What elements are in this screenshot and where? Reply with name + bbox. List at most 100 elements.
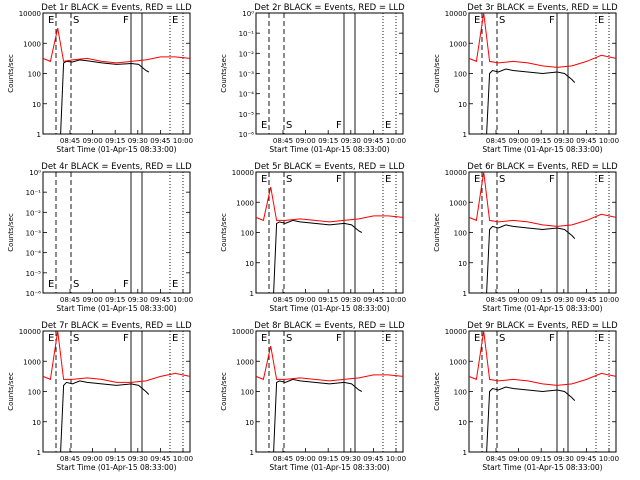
series-line-lld: [255, 345, 404, 382]
x-tick-label: 10:00: [173, 296, 193, 304]
x-tick-label: 09:30: [128, 296, 148, 304]
panel-6: Det 6r BLACK = Events, RED = LLD 1 10 100 10…: [433, 162, 619, 313]
event-marker-label: F: [336, 174, 342, 185]
panel-title: Det 8r BLACK = Events, RED = LLD: [254, 321, 405, 331]
y-tick-label: 10⁻⁴: [26, 250, 42, 258]
plot-frame: [42, 330, 191, 453]
y-tick-label: 10000: [445, 10, 467, 18]
y-tick-label: 100: [28, 389, 41, 397]
x-tick-label: 09:45: [576, 455, 596, 463]
y-tick-label: 10⁰: [29, 169, 41, 177]
event-marker-label: S: [499, 174, 505, 185]
y-tick-label: 10⁻⁶: [239, 131, 255, 139]
event-marker-label: E: [598, 174, 604, 185]
x-tick-label: 09:30: [554, 137, 574, 145]
series-line-lld: [468, 12, 617, 68]
event-marker-label: E: [261, 333, 267, 344]
y-tick-label: 1: [37, 449, 41, 457]
y-tick-label: 100: [241, 389, 254, 397]
event-marker-label: E: [172, 279, 178, 290]
x-tick-label: 09:00: [509, 137, 529, 145]
x-axis-label: Start Time (01-Apr-15 08:33:00): [56, 463, 176, 472]
event-marker-label: E: [172, 333, 178, 344]
event-marker-label: F: [123, 279, 129, 290]
y-tick-label: 10⁻²: [26, 209, 42, 217]
y-tick-label: 10⁻⁴: [239, 91, 255, 99]
series-line-lld: [468, 330, 617, 386]
x-tick-label: 10:00: [599, 455, 619, 463]
y-tick-label: 10⁻⁵: [239, 111, 255, 119]
event-marker-label: E: [385, 333, 391, 344]
x-tick-label: 09:30: [128, 137, 148, 145]
y-tick-label: 1: [250, 290, 254, 298]
x-tick-label: 08:45: [486, 137, 506, 145]
y-axis-label: Counts/sec: [220, 54, 228, 93]
event-marker-label: S: [73, 15, 79, 26]
y-tick-label: 10: [32, 101, 41, 109]
event-marker-label: F: [123, 15, 129, 26]
y-tick-label: 1000: [236, 358, 254, 366]
x-tick-label: 10:00: [173, 137, 193, 145]
x-tick-label: 08:45: [273, 296, 293, 304]
series-line-events: [43, 59, 150, 135]
x-tick-label: 09:30: [554, 455, 574, 463]
event-marker-label: F: [549, 15, 555, 26]
x-tick-label: 09:30: [128, 455, 148, 463]
panel-8: Det 8r BLACK = Events, RED = LLD 1 10 100 10…: [220, 321, 406, 472]
y-tick-label: 10⁻³: [26, 230, 42, 238]
x-tick-label: 09:30: [554, 296, 574, 304]
x-axis-label: Start Time (01-Apr-15 08:33:00): [482, 463, 602, 472]
x-tick-label: 08:45: [60, 137, 80, 145]
series-line-events: [43, 380, 150, 453]
event-marker-label: S: [499, 333, 505, 344]
y-tick-label: 10: [245, 260, 254, 268]
series-line-events: [469, 224, 576, 294]
series-line-lld: [468, 171, 617, 227]
y-tick-label: 1000: [23, 40, 41, 48]
x-tick-label: 09:00: [83, 455, 103, 463]
x-tick-label: 09:45: [576, 296, 596, 304]
y-tick-label: 1: [463, 131, 467, 139]
event-marker-label: F: [549, 333, 555, 344]
x-tick-label: 10:00: [386, 296, 406, 304]
panel-4: Det 4r BLACK = Events, RED = LLD 10⁻⁶ 10⁻⁵…: [7, 162, 193, 313]
y-tick-label: 10000: [19, 10, 41, 18]
x-tick-label: 08:45: [273, 137, 293, 145]
y-tick-label: 10000: [232, 328, 254, 336]
y-tick-label: 100: [28, 71, 41, 79]
panel-title: Det 6r BLACK = Events, RED = LLD: [467, 162, 618, 172]
event-marker-label: E: [598, 15, 604, 26]
y-axis-label: Counts/sec: [220, 213, 228, 252]
y-tick-label: 10000: [232, 169, 254, 177]
y-tick-label: 10: [245, 419, 254, 427]
y-axis-label: Counts/sec: [7, 213, 15, 252]
plot-frame: [255, 12, 404, 135]
event-marker-label: F: [123, 333, 129, 344]
series-line-events: [469, 386, 576, 453]
panel-title: Det 7r BLACK = Events, RED = LLD: [41, 321, 192, 331]
y-tick-label: 1000: [236, 199, 254, 207]
y-tick-label: 1000: [449, 358, 467, 366]
panel-2: Det 2r BLACK = Events, RED = LLD 10⁻⁶ 10⁻⁵…: [220, 3, 406, 154]
x-tick-label: 09:00: [296, 455, 316, 463]
x-tick-label: 09:45: [150, 137, 170, 145]
x-axis-label: Start Time (01-Apr-15 08:33:00): [56, 145, 176, 154]
event-marker-label: S: [499, 15, 505, 26]
x-tick-label: 09:00: [83, 296, 103, 304]
x-tick-label: 10:00: [386, 137, 406, 145]
x-axis-label: Start Time (01-Apr-15 08:33:00): [269, 304, 389, 313]
panel-1: Det 1r BLACK = Events, RED = LLD 1 10 100 10…: [7, 3, 193, 154]
plot-frame: [255, 330, 404, 453]
x-tick-label: 09:00: [296, 137, 316, 145]
y-tick-label: 10⁻⁵: [26, 270, 42, 278]
y-tick-label: 100: [454, 71, 467, 79]
panel-title: Det 4r BLACK = Events, RED = LLD: [41, 162, 192, 172]
event-marker-label: E: [48, 333, 54, 344]
series-line-events: [256, 219, 363, 294]
panel-9: Det 9r BLACK = Events, RED = LLD 1 10 100 10…: [433, 321, 619, 472]
y-tick-label: 1: [250, 449, 254, 457]
y-tick-label: 1000: [449, 199, 467, 207]
x-axis-label: Start Time (01-Apr-15 08:33:00): [56, 304, 176, 313]
x-tick-label: 09:15: [318, 296, 338, 304]
y-tick-label: 10⁰: [242, 10, 254, 18]
